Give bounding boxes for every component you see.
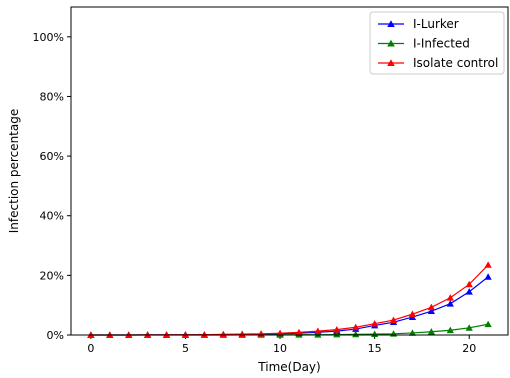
data-point: [484, 261, 492, 268]
y-axis-label: Infection percentage: [7, 109, 21, 233]
data-point: [333, 330, 341, 338]
legend: I-Lurker I-Infected Isolate control: [369, 11, 505, 75]
y-tick-label: 40%: [40, 210, 64, 223]
data-point: [352, 323, 360, 331]
y-tick-label: 20%: [40, 269, 64, 282]
data-point: [408, 329, 417, 336]
legend-item: I-Infected: [378, 37, 470, 51]
data-point: [295, 328, 303, 336]
series-3: [87, 261, 492, 338]
data-point: [389, 316, 398, 323]
y-tick-label: 0%: [47, 329, 64, 342]
data-point: [427, 328, 435, 335]
legend-item: Isolate control: [378, 56, 498, 70]
data-point: [200, 331, 208, 338]
data-point: [352, 330, 360, 338]
y-tick-label: 80%: [40, 90, 64, 103]
data-point: [427, 307, 435, 315]
legend-marker: [387, 59, 395, 67]
x-tick-label: 5: [182, 342, 189, 355]
x-tick-label: 10: [273, 342, 287, 355]
data-point: [427, 303, 435, 311]
data-point: [219, 330, 227, 338]
data-point: [333, 326, 341, 333]
series-line: [90, 276, 489, 336]
data-point: [465, 288, 473, 295]
x-tick-label: 0: [87, 342, 94, 355]
data-point: [371, 320, 379, 327]
data-point: [465, 324, 473, 331]
data-point: [446, 326, 454, 334]
legend-marker: [387, 20, 395, 28]
legend-item: I-Lurker: [378, 17, 459, 31]
x-tick-label: 20: [462, 342, 476, 355]
series-line: [90, 264, 489, 336]
legend-box: [369, 11, 505, 75]
data-point: [314, 327, 322, 335]
data-point: [276, 329, 284, 337]
data-point: [162, 331, 171, 338]
data-point: [181, 331, 190, 338]
x-tick-label: 15: [368, 342, 382, 355]
data-point: [484, 320, 492, 328]
x-axis-label: Time(Day): [257, 360, 320, 374]
data-point: [484, 273, 492, 280]
data-point: [314, 331, 322, 338]
legend-label: I-Lurker: [413, 17, 459, 31]
y-tick-label: 100%: [33, 31, 64, 44]
legend-marker: [387, 39, 395, 47]
legend-label: I-Infected: [413, 37, 470, 51]
data-point: [465, 280, 473, 288]
legend-label: Isolate control: [413, 56, 498, 70]
data-point: [446, 300, 454, 307]
data-point: [408, 310, 417, 318]
y-tick-label: 60%: [40, 150, 64, 163]
axis-ticks: 0 5 10 15 20 0% 20% 40% 60% 80% 100%: [33, 31, 477, 355]
plot-frame: [70, 6, 509, 336]
data-point: [446, 294, 454, 301]
series-layer: [87, 261, 492, 338]
data-point: [144, 331, 152, 338]
